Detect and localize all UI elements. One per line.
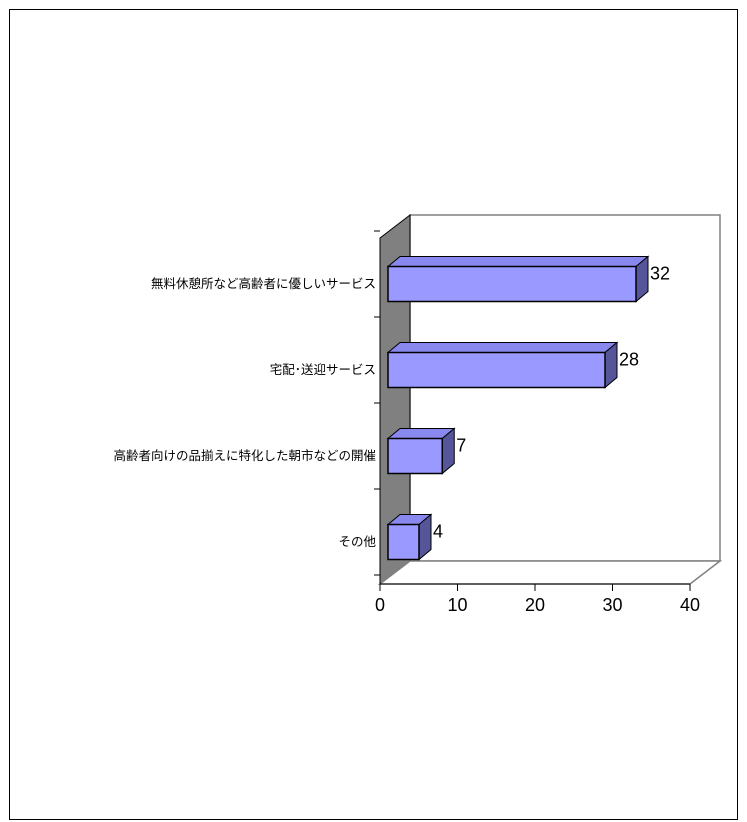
bar-chart: 0 10 20 30 40 32 無料休憩所など高齢者に優しいサービス 28 宅配･送迎サービス… bbox=[10, 10, 739, 821]
value-label-0: 32 bbox=[650, 264, 670, 284]
x-tick-label-20: 20 bbox=[525, 595, 545, 615]
x-tick-label-30: 30 bbox=[602, 595, 622, 615]
x-tick-label-0: 0 bbox=[375, 595, 385, 615]
value-label-1: 28 bbox=[619, 350, 639, 370]
value-label-2: 7 bbox=[456, 436, 466, 456]
category-label-0: 無料休憩所など高齢者に優しいサービス bbox=[151, 276, 376, 291]
category-label-1: 宅配･送迎サービス bbox=[270, 362, 376, 377]
bar-top-0 bbox=[388, 257, 648, 267]
category-label-2: 高齢者向けの品揃えに特化した朝市などの開催 bbox=[113, 448, 376, 463]
chart-frame: 0 10 20 30 40 32 無料休憩所など高齢者に優しいサービス 28 宅配･送迎サービス… bbox=[9, 9, 738, 820]
bar-2 bbox=[388, 439, 442, 474]
value-label-3: 4 bbox=[433, 522, 443, 542]
x-tick-label-10: 10 bbox=[447, 595, 467, 615]
bar-0 bbox=[388, 267, 636, 302]
bar-1 bbox=[388, 353, 605, 388]
x-tick-label-40: 40 bbox=[680, 595, 700, 615]
category-label-3: その他 bbox=[338, 534, 376, 549]
bar-3 bbox=[388, 525, 419, 560]
bar-top-1 bbox=[388, 343, 617, 353]
floor bbox=[380, 561, 720, 584]
